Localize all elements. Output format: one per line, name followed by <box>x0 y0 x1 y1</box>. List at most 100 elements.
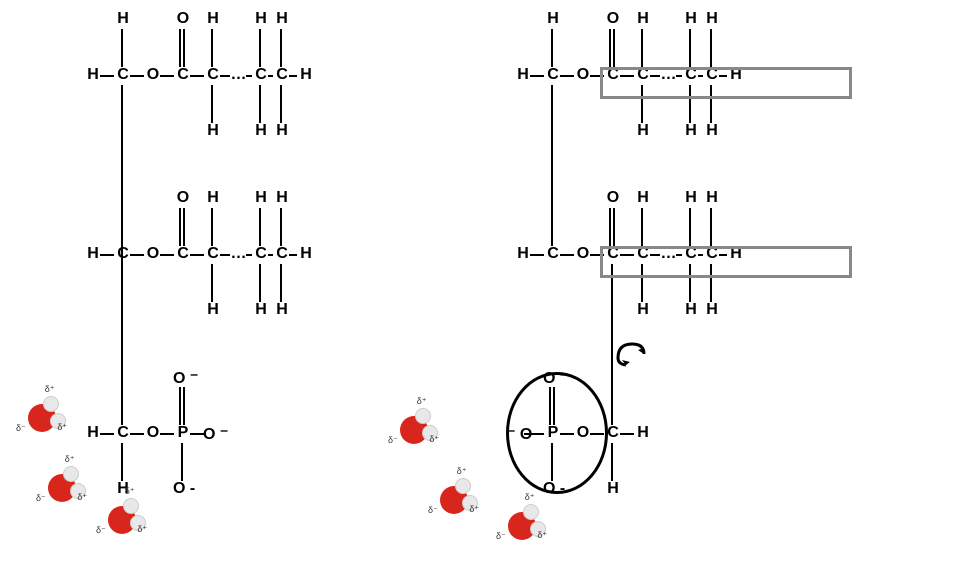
atom-o: O <box>603 10 623 28</box>
bond-vertical <box>259 85 261 123</box>
atom-h: H <box>543 10 563 28</box>
bond-double-vertical <box>609 29 611 67</box>
water-charge-label: δ⁺ <box>45 384 55 395</box>
atom-h: H <box>272 122 292 140</box>
bond-vertical <box>211 264 213 302</box>
atom-h: H <box>681 122 701 140</box>
bond-vertical <box>259 208 261 246</box>
atom-h: H <box>603 480 623 498</box>
atom-h: H <box>702 189 722 207</box>
phosphate-head-circle <box>506 372 608 494</box>
atom-o: O <box>143 245 163 263</box>
atom-h: H <box>272 301 292 319</box>
bond-vertical <box>551 85 553 246</box>
water-charge-label: δ⁻ <box>428 505 438 516</box>
bond-double-vertical <box>179 208 181 246</box>
water-molecule: δ⁻δ⁺δ⁺ <box>400 410 442 452</box>
atom-c: C <box>113 424 133 442</box>
bond-vertical <box>181 443 183 481</box>
water-charge-label: δ⁺ <box>77 492 87 503</box>
atom-h: H <box>296 66 316 84</box>
bond-vertical <box>259 264 261 302</box>
atom-h: H <box>83 66 103 84</box>
water-charge-label: δ⁺ <box>57 422 67 433</box>
bond-vertical <box>641 208 643 246</box>
atom-h: H <box>272 189 292 207</box>
atom-o: O - <box>173 480 193 498</box>
bond-vertical <box>121 29 123 67</box>
atom-o: O <box>573 66 593 84</box>
atom-c: C <box>272 66 292 84</box>
atom-h: H <box>83 245 103 263</box>
bond-vertical <box>689 208 691 246</box>
atom-h: H <box>702 122 722 140</box>
bond-vertical <box>121 85 123 425</box>
atom-c: C <box>272 245 292 263</box>
atom-h: H <box>633 301 653 319</box>
water-hydrogen <box>43 396 59 412</box>
bond-vertical <box>280 29 282 67</box>
atom-o: O <box>173 189 193 207</box>
bond-vertical <box>211 208 213 246</box>
atom-o: O <box>573 245 593 263</box>
water-hydrogen <box>523 504 539 520</box>
atom-c: C <box>543 66 563 84</box>
atom-c: C <box>543 245 563 263</box>
water-charge-label: δ⁺ <box>525 492 535 503</box>
bond-double-vertical <box>179 29 181 67</box>
water-charge-label: δ⁺ <box>457 466 467 477</box>
atom-h: H <box>702 301 722 319</box>
water-charge-label: δ⁺ <box>537 530 547 541</box>
bond-vertical <box>280 264 282 302</box>
rotation-arrow-icon <box>614 338 648 368</box>
water-charge-label: δ⁺ <box>137 524 147 535</box>
atom-h: H <box>113 10 133 28</box>
atom-c: C <box>251 66 271 84</box>
fatty-acid-highlight-box <box>600 246 852 278</box>
atom-h: H <box>633 10 653 28</box>
atom-h: H <box>251 122 271 140</box>
atom-h: H <box>203 301 223 319</box>
atom-h: H <box>681 189 701 207</box>
atom-h: H <box>251 301 271 319</box>
bond-double-vertical <box>609 208 611 246</box>
atom-o: O <box>143 66 163 84</box>
atom-h: H <box>83 424 103 442</box>
atom-h: H <box>513 66 533 84</box>
water-molecule: δ⁻δ⁺δ⁺ <box>28 398 70 440</box>
water-molecule: δ⁻δ⁺δ⁺ <box>508 506 550 548</box>
water-hydrogen <box>415 408 431 424</box>
atom-h: H <box>296 245 316 263</box>
atom-o: O ⁻ <box>173 368 193 388</box>
water-charge-label: δ⁻ <box>388 435 398 446</box>
bond-vertical <box>280 208 282 246</box>
water-charge-label: δ⁻ <box>496 531 506 542</box>
bond-vertical <box>710 29 712 67</box>
atom-: … <box>229 245 249 263</box>
bond-vertical <box>611 443 613 481</box>
bond-vertical <box>211 85 213 123</box>
fatty-acid-highlight-box <box>600 67 852 99</box>
atom-h: H <box>633 122 653 140</box>
water-charge-label: δ⁺ <box>65 454 75 465</box>
water-charge-label: δ⁻ <box>16 423 26 434</box>
atom-c: C <box>113 245 133 263</box>
bond-vertical <box>641 29 643 67</box>
atom-c: C <box>173 66 193 84</box>
atom-h: H <box>272 10 292 28</box>
atom-h: H <box>203 10 223 28</box>
bond-vertical <box>611 264 613 425</box>
bond-vertical <box>211 29 213 67</box>
atom-h: H <box>633 424 653 442</box>
water-molecule: δ⁻δ⁺δ⁺ <box>108 500 150 542</box>
bond-vertical <box>551 29 553 67</box>
bond-double-vertical <box>183 208 185 246</box>
bond-vertical <box>259 29 261 67</box>
atom-h: H <box>633 189 653 207</box>
atom-c: C <box>251 245 271 263</box>
atom-h: H <box>203 189 223 207</box>
atom-o: O <box>173 10 193 28</box>
atom-c: C <box>203 66 223 84</box>
atom-c: C <box>173 245 193 263</box>
water-hydrogen <box>455 478 471 494</box>
